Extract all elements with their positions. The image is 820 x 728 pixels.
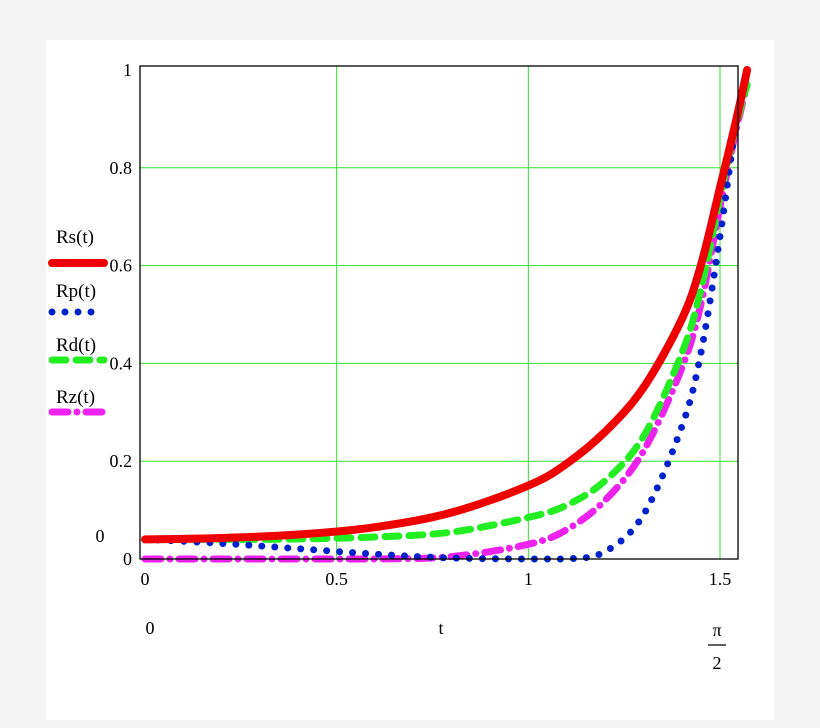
y-tick-label: 0.4	[110, 353, 133, 373]
plot-frame	[139, 65, 739, 560]
legend-label: Rp(t)	[56, 281, 96, 302]
y-tick-label: 0.8	[110, 158, 133, 178]
series-solid-line	[141, 66, 752, 544]
legend-label: Rd(t)	[56, 335, 96, 356]
x-axis-label: t	[438, 618, 443, 638]
y-tick-label: 1	[123, 60, 132, 80]
y-tick-labels: 0 0.2 0.4 0.6 0.8 1	[110, 60, 133, 569]
x-tick-label: 1	[524, 569, 533, 589]
y-range-min-label: 0	[96, 526, 105, 546]
x-tick-label: 1.5	[709, 569, 732, 589]
x-range-min-label: 0	[146, 618, 155, 638]
legend-label: Rs(t)	[56, 227, 94, 248]
x-tick-label: 0	[141, 569, 150, 589]
x-range-max-denominator: 2	[713, 653, 722, 673]
y-tick-label: 0.2	[110, 451, 133, 471]
legend: Rs(t) Rp(t) Rd(t) Rz(t)	[48, 227, 108, 416]
grid-lines	[140, 66, 738, 559]
x-range-max-numerator: π	[712, 620, 721, 640]
legend-label: Rz(t)	[56, 387, 95, 408]
series-dashed-line	[141, 81, 751, 543]
data-series	[141, 66, 752, 563]
y-tick-label: 0	[123, 549, 132, 569]
x-tick-label: 0.5	[325, 569, 348, 589]
y-tick-label: 0.6	[110, 256, 133, 276]
series-dotted-line	[141, 66, 751, 563]
x-tick-labels: 0 0.5 1 1.5	[141, 569, 732, 589]
